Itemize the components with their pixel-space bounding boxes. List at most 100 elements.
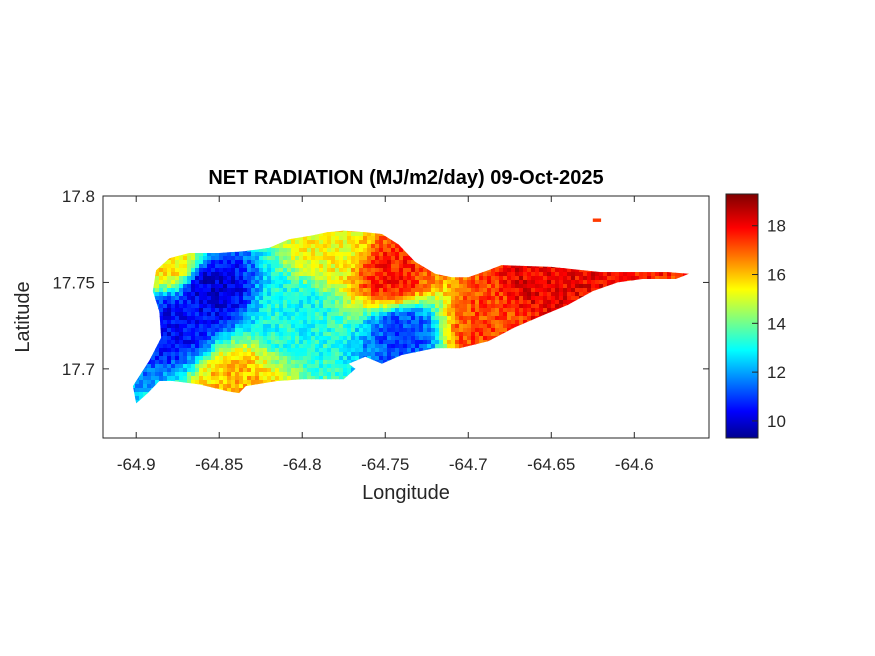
field-cell [699, 304, 704, 309]
field-cell [399, 252, 404, 257]
field-cell [435, 196, 440, 201]
field-cell [639, 284, 644, 289]
field-cell [275, 204, 280, 209]
field-cell [431, 304, 436, 309]
field-cell [647, 288, 652, 293]
field-cell [283, 320, 288, 325]
field-cell [407, 280, 412, 285]
field-cell [143, 224, 148, 229]
field-cell [339, 230, 344, 233]
field-cell [347, 256, 352, 261]
field-cell [431, 276, 436, 281]
field-cell [363, 232, 368, 237]
field-cell [495, 308, 500, 313]
field-cell [243, 196, 248, 201]
field-cell [563, 204, 568, 209]
field-cell [279, 196, 284, 201]
field-cell [483, 264, 488, 269]
field-cell [631, 256, 636, 261]
field-cell [571, 260, 576, 265]
field-cell [375, 204, 380, 209]
field-cell [371, 264, 376, 269]
field-cell [215, 208, 220, 213]
field-cell [279, 240, 284, 245]
field-cell [323, 260, 328, 265]
field-cell [315, 316, 320, 321]
field-cell [215, 288, 220, 293]
field-cell [291, 244, 296, 249]
field-cell [367, 240, 372, 245]
field-cell [547, 212, 552, 217]
field-cell [675, 236, 680, 241]
field-cell [127, 220, 132, 225]
field-cell [307, 236, 312, 241]
field-cell [675, 292, 680, 297]
field-cell [623, 300, 628, 305]
field-cell [379, 272, 384, 277]
field-cell [603, 248, 608, 253]
field-cell [167, 312, 172, 317]
field-cell [391, 288, 396, 293]
field-cell [135, 230, 140, 233]
field-cell [191, 276, 196, 281]
field-cell [207, 230, 212, 233]
field-cell [575, 236, 580, 241]
field-cell [231, 312, 236, 317]
field-cell [179, 284, 184, 289]
field-cell [323, 196, 328, 201]
field-cell [687, 316, 690, 321]
field-cell [587, 304, 592, 309]
field-cell [459, 196, 464, 201]
field-cell [343, 280, 348, 285]
field-cell [139, 200, 144, 205]
field-cell [539, 204, 544, 209]
field-cell [243, 264, 248, 269]
field-cell [143, 240, 148, 245]
field-cell [559, 300, 564, 305]
chart-title: NET RADIATION (MJ/m2/day) 09-Oct-2025 [208, 167, 603, 189]
field-cell [651, 304, 656, 309]
field-cell [511, 288, 516, 293]
field-cell [135, 196, 140, 201]
field-cell [195, 204, 200, 209]
field-cell [419, 304, 424, 309]
field-cell [511, 256, 516, 261]
field-cell [359, 264, 364, 269]
field-cell [239, 312, 244, 317]
field-cell [355, 260, 360, 265]
field-cell [335, 236, 340, 241]
field-cell [167, 316, 172, 321]
field-cell [571, 280, 576, 285]
field-cell [411, 224, 416, 229]
field-cell [387, 312, 392, 317]
field-cell [111, 208, 116, 213]
field-cell [495, 268, 500, 273]
field-cell [199, 292, 204, 297]
field-cell [587, 224, 592, 229]
field-cell [611, 284, 616, 289]
field-cell [591, 244, 596, 249]
field-cell [455, 280, 460, 285]
field-cell [443, 256, 448, 261]
field-cell [571, 264, 576, 269]
field-cell [263, 236, 268, 241]
field-cell [303, 316, 308, 321]
field-cell [671, 252, 676, 257]
field-cell [303, 296, 308, 301]
field-cell [519, 316, 524, 321]
field-cell [303, 232, 308, 237]
field-cell [555, 244, 560, 249]
field-cell [135, 256, 140, 261]
field-cell [671, 308, 676, 313]
field-cell [539, 244, 544, 249]
field-cell [519, 284, 524, 289]
field-cell [511, 212, 516, 217]
field-cell [179, 220, 184, 225]
field-cell [423, 256, 428, 261]
field-cell [175, 272, 180, 277]
field-cell [423, 216, 428, 221]
field-cell [311, 204, 316, 209]
field-cell [343, 320, 348, 325]
field-cell [583, 324, 588, 329]
field-cell [671, 292, 676, 297]
